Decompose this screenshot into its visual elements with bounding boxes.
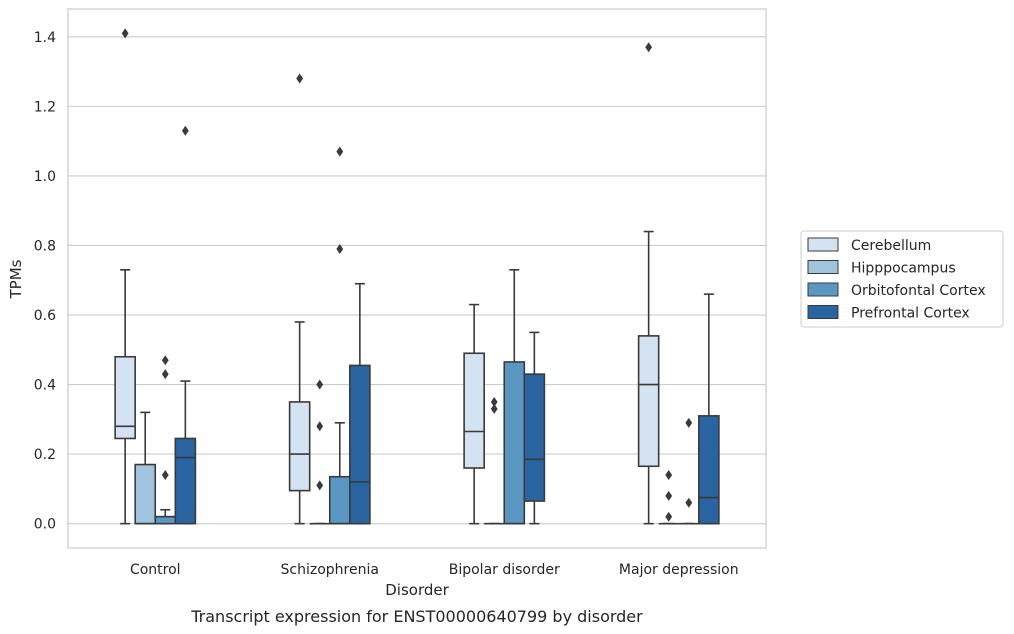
box-orbitofontal-cortex xyxy=(328,146,351,525)
plot-frame xyxy=(67,8,767,549)
box-body xyxy=(134,463,157,525)
y-tick-label: 1.0 xyxy=(34,169,56,185)
x-tick-label: Schizophrenia xyxy=(281,562,379,578)
outlier-point xyxy=(685,417,693,428)
box-hipppocampus xyxy=(658,469,679,525)
outlier-point xyxy=(685,497,693,508)
box-prefrontal-cortex xyxy=(349,282,371,525)
outlier-point xyxy=(161,369,169,380)
box-body xyxy=(503,361,526,525)
box-body xyxy=(174,437,197,525)
y-tick-label: 0.0 xyxy=(34,517,56,533)
outlier-point xyxy=(296,73,304,84)
box-cerebellum xyxy=(114,28,136,525)
x-tick-label: Bipolar disorder xyxy=(449,562,560,578)
legend-swatch xyxy=(807,282,839,297)
outlier-point xyxy=(316,480,324,491)
box-hipppocampus xyxy=(484,396,505,525)
y-tick-label: 0.2 xyxy=(34,447,56,463)
box-body xyxy=(523,373,546,502)
box-hipppocampus xyxy=(134,411,157,525)
outlier-point xyxy=(181,125,189,136)
outlier-point xyxy=(665,490,673,501)
outlier-point xyxy=(316,379,324,390)
outlier-point xyxy=(336,146,344,157)
box-cerebellum xyxy=(288,73,311,525)
y-tick-label: 0.8 xyxy=(34,238,56,254)
outlier-point xyxy=(665,511,673,522)
chart-caption: Transcript expression for ENST0000064079… xyxy=(190,607,643,626)
outlier-point xyxy=(645,42,653,53)
legend-swatch xyxy=(807,237,839,252)
outlier-point xyxy=(665,469,673,480)
outlier-point xyxy=(316,421,324,432)
y-tick-label: 0.6 xyxy=(34,308,56,324)
boxes xyxy=(114,28,720,525)
x-tick-label: Major depression xyxy=(619,562,739,578)
box-prefrontal-cortex xyxy=(174,125,197,525)
legend-label: Prefrontal Cortex xyxy=(851,306,970,322)
x-tick-labels: Control Schizophrenia Bipolar disorder Majo… xyxy=(130,562,739,578)
legend-swatch xyxy=(807,260,839,274)
x-tick-label: Control xyxy=(130,562,181,578)
box-body xyxy=(154,515,177,525)
box-body xyxy=(328,475,351,525)
box-orbitofontal-cortex xyxy=(678,417,699,525)
legend-frame xyxy=(800,230,1004,328)
box-prefrontal-cortex xyxy=(523,331,546,525)
outlier-point xyxy=(161,355,169,366)
legend-label: Orbitofontal Cortex xyxy=(851,283,986,299)
legend: Cerebellum Hipppocampus Orbitofontal Corte… xyxy=(800,230,1004,328)
plot-background xyxy=(68,9,766,548)
outlier-point xyxy=(490,403,498,414)
y-tick-label: 1.2 xyxy=(34,99,56,115)
outlier-point xyxy=(161,469,169,480)
outlier-point xyxy=(121,28,129,39)
y-tick-label: 0.4 xyxy=(34,378,56,394)
y-axis-label: TPMs xyxy=(7,259,25,299)
box-hipppocampus xyxy=(309,379,330,525)
box-body xyxy=(463,352,485,469)
outlier-point xyxy=(336,243,344,254)
box-prefrontal-cortex xyxy=(698,293,720,525)
legend-label: Hipppocampus xyxy=(851,261,956,277)
x-axis-label: Disorder xyxy=(385,581,449,599)
box-body xyxy=(114,355,136,440)
legend-swatch xyxy=(807,305,839,319)
y-tick-label: 1.4 xyxy=(34,30,56,46)
box-body xyxy=(698,415,720,525)
legend-label: Cerebellum xyxy=(851,238,931,254)
box-body xyxy=(288,401,311,492)
box-cerebellum xyxy=(637,42,660,525)
outlier-point xyxy=(490,396,498,407)
y-tick-labels: 0.0 0.2 0.4 0.6 0.8 1.0 1.2 1.4 xyxy=(34,30,56,533)
box-body xyxy=(637,335,660,468)
box-cerebellum xyxy=(463,303,485,525)
box-body xyxy=(349,364,371,525)
